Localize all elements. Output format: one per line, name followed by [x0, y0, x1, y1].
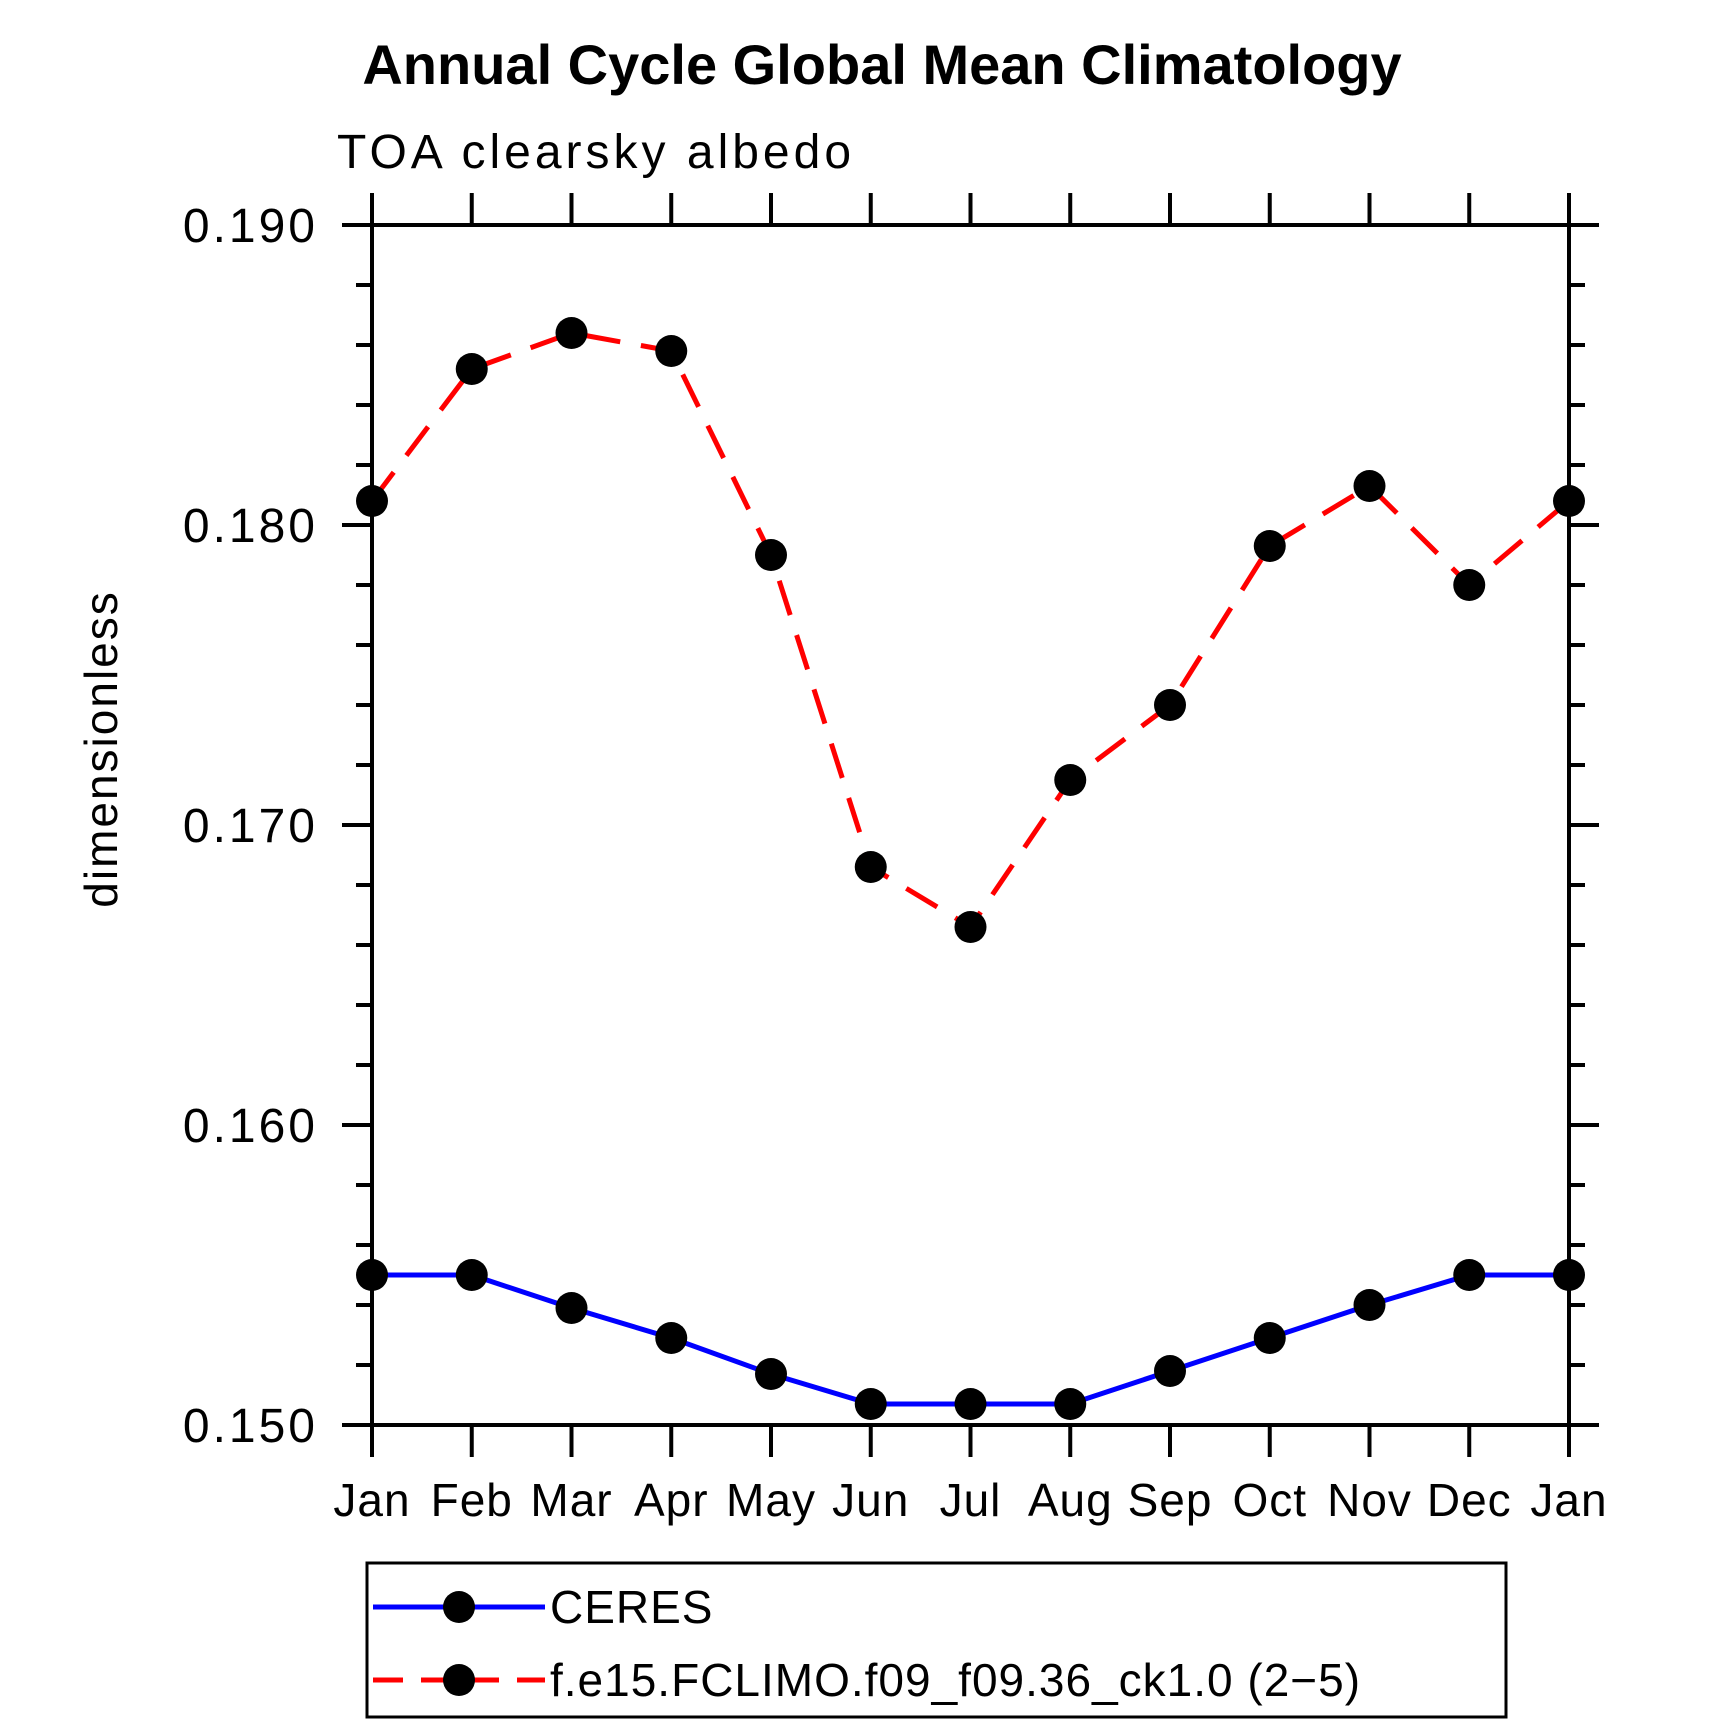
legend: CERES f.e15.FCLIMO.f09_f09.36_ck1.0 (2−5… [365, 1561, 1508, 1719]
series-line-ceres [372, 1272, 1569, 1407]
plot-series [370, 330, 1571, 1407]
data-point-marker [1353, 1289, 1386, 1321]
y-tick-labels: 0.150 0.160 0.170 0.180 0.190 [183, 200, 318, 1453]
data-point-marker [555, 317, 588, 349]
data-point-marker [1553, 485, 1585, 517]
y-tick-label: 0.180 [183, 500, 318, 553]
x-tick-label: Aug [1028, 1474, 1113, 1526]
series-line-model [370, 330, 1571, 931]
axis-ticks [342, 193, 1599, 1457]
data-point-marker [1253, 1322, 1286, 1354]
data-point-marker [854, 1388, 887, 1420]
data-point-marker [1154, 689, 1186, 721]
data-point-marker [854, 851, 887, 883]
data-point-marker [356, 1259, 388, 1291]
data-point-marker [755, 1358, 787, 1390]
legend-box [365, 1561, 1508, 1719]
x-tick-label: Jan [333, 1474, 410, 1526]
y-tick-label: 0.170 [183, 800, 318, 853]
x-tick-label: Feb [431, 1474, 513, 1526]
legend-marker-model [443, 1664, 475, 1696]
data-point-marker [1353, 470, 1386, 502]
x-tick-label: Jul [940, 1474, 1002, 1526]
data-point-marker [954, 1388, 987, 1420]
data-point-markers [356, 317, 1585, 1420]
x-tick-label: Jun [832, 1474, 909, 1526]
data-point-marker [954, 911, 987, 943]
data-point-marker [1253, 530, 1286, 562]
y-axis-label: dimensionless [75, 590, 127, 907]
data-point-marker [455, 353, 488, 385]
legend-samples [373, 1591, 545, 1696]
data-point-marker [1453, 569, 1486, 601]
x-tick-label: Dec [1427, 1474, 1512, 1526]
x-tick-labels: Jan Feb Mar Apr May Jun Jul Aug Sep Oct Nov Dec Jan [333, 1474, 1607, 1526]
legend-marker-ceres [443, 1591, 475, 1623]
chart-title: Annual Cycle Global Mean Climatology [362, 33, 1401, 96]
data-point-marker [655, 1322, 688, 1354]
data-point-marker [755, 539, 787, 571]
data-point-marker [455, 1259, 488, 1291]
x-tick-label: Mar [530, 1474, 612, 1526]
data-point-marker [1154, 1355, 1186, 1387]
x-tick-label: Nov [1327, 1474, 1412, 1526]
data-point-marker [1054, 764, 1087, 796]
legend-label-model: f.e15.FCLIMO.f09_f09.36_ck1.0 (2−5) [550, 1654, 1361, 1706]
y-tick-label: 0.150 [183, 1400, 318, 1453]
plot-border [370, 223, 1571, 1427]
x-tick-label: Sep [1128, 1474, 1213, 1526]
x-tick-label: Jan [1530, 1474, 1607, 1526]
x-tick-label: Apr [634, 1474, 709, 1526]
data-point-marker [1054, 1388, 1087, 1420]
x-tick-label: Oct [1232, 1474, 1307, 1526]
legend-label-ceres: CERES [550, 1581, 713, 1633]
x-tick-label: May [726, 1474, 816, 1526]
plot-frame [370, 223, 1571, 1427]
data-point-marker [655, 335, 688, 367]
chart-subtitle: TOA clearsky albedo [337, 126, 855, 179]
data-point-marker [1453, 1259, 1486, 1291]
data-point-marker [356, 485, 388, 517]
y-tick-label: 0.160 [183, 1100, 318, 1153]
y-tick-label: 0.190 [183, 200, 318, 253]
data-point-marker [1553, 1259, 1585, 1291]
data-point-marker [555, 1292, 588, 1324]
